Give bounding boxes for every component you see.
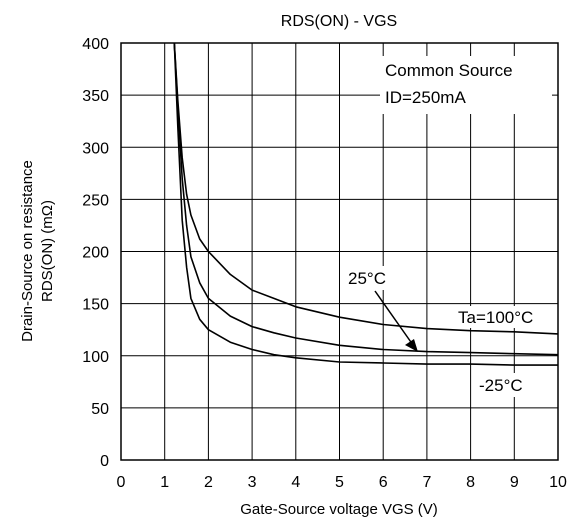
x-tick-label: 10 [549,474,567,491]
y-tick-label: 50 [91,401,109,418]
x-tick-labels: 0 1 2 3 4 5 6 7 8 9 10 [117,474,567,491]
condition-box-bg [380,56,552,114]
x-tick-label: 5 [335,474,344,491]
y-tick-label: 0 [100,453,109,470]
y-tick-label: 400 [82,36,109,53]
x-tick-label: 1 [160,474,169,491]
x-tick-label: 4 [291,474,300,491]
label-25c: 25°C [348,269,386,288]
condition-line2: ID=250mA [385,88,466,107]
y-tick-label: 150 [82,297,109,314]
x-tick-label: 3 [248,474,257,491]
y-tick-label: 250 [82,192,109,209]
y-tick-label: 100 [82,349,109,366]
label-25-arrow [374,290,414,346]
label-ta100c: Ta=100°C [458,308,533,327]
y-tick-label: 300 [82,140,109,157]
condition-line1: Common Source [385,61,513,80]
y-axis-label-line2: RDS(ON) (mΩ) [39,200,56,302]
y-tick-labels: 0 50 100 150 200 250 300 350 400 [82,36,109,470]
x-tick-label: 6 [379,474,388,491]
x-tick-label: 8 [466,474,475,491]
x-tick-label: 7 [422,474,431,491]
x-axis-label: Gate-Source voltage VGS (V) [240,501,438,518]
y-tick-label: 350 [82,88,109,105]
series-line-1 [173,42,559,356]
label-m25-bg [474,373,544,397]
x-tick-label: 9 [510,474,519,491]
series-lines [173,42,559,366]
label-minus25c: -25°C [479,376,523,395]
x-tick-label: 0 [117,474,126,491]
label-25-arrowhead [405,339,418,352]
x-tick-label: 2 [204,474,213,491]
plot-frame [120,42,559,461]
y-axis-label-line1: Drain-Source on resistance [19,160,36,342]
label-25-bg [344,266,404,290]
series-line-0 [173,42,559,335]
chart-title: RDS(ON) - VGS [281,13,397,30]
label-100-bg [452,306,556,328]
series-line-2 [173,42,558,366]
y-tick-label: 200 [82,245,109,262]
